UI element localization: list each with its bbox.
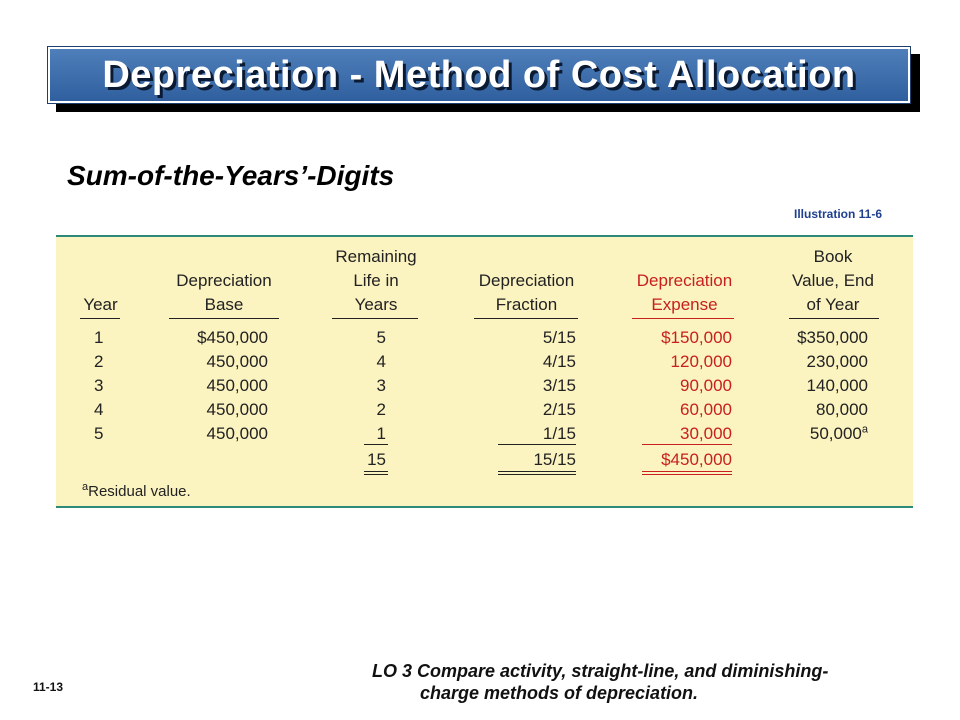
depreciation-table: Year Depreciation Base Remaining Life in… (56, 235, 913, 508)
total-expense: $450,000 (661, 450, 732, 469)
total-fraction: 15/15 (533, 450, 576, 469)
cell-fraction: 1/15 (542, 424, 576, 443)
fraction-double-rule (498, 471, 576, 475)
life-total-rule (364, 444, 388, 445)
learning-objective: LO 3 Compare activity, straight-line, an… (372, 660, 828, 704)
cell-fraction: 4/15 (542, 352, 576, 371)
cell-fraction: 5/15 (542, 328, 576, 347)
cell-base: 450,000 (206, 352, 268, 371)
expense-double-rule (642, 471, 732, 475)
cell-year: 3 (94, 376, 104, 395)
footnote-text: Residual value. (88, 483, 191, 500)
header-expense-line: Depreciation (636, 271, 733, 290)
header-book-line: of Year (806, 295, 860, 314)
header-book-underline (789, 318, 879, 319)
header-base-underline (169, 318, 279, 319)
header-life-line: Remaining (335, 247, 417, 266)
cell-life: 1 (376, 424, 386, 443)
header-book: Book Value, End of Year (778, 245, 888, 317)
cell-expense: 120,000 (670, 352, 732, 371)
header-year: Year (78, 293, 123, 317)
cell-expense: 60,000 (680, 400, 732, 419)
lo-line-2: charge methods of depreciation. (420, 683, 699, 703)
cell-base: 450,000 (206, 376, 268, 395)
cell-fraction: 3/15 (542, 376, 576, 395)
footnote-mark: a (82, 481, 89, 493)
illustration-label: Illustration 11-6 (794, 207, 883, 221)
cell-year: 1 (94, 328, 104, 347)
cell-life: 3 (376, 376, 386, 395)
cell-year: 4 (94, 400, 104, 419)
header-life-underline (332, 318, 418, 319)
cell-base: 450,000 (206, 424, 268, 443)
cell-base: 450,000 (206, 400, 268, 419)
cell-book: 140,000 (806, 376, 868, 395)
life-double-rule (364, 471, 388, 475)
fraction-total-rule (498, 444, 576, 445)
header-life-line: Life in (353, 271, 399, 290)
cell-life: 5 (376, 328, 386, 347)
header-base-line: Base (204, 295, 244, 314)
total-life: 15 (367, 450, 386, 469)
cell-book: 230,000 (806, 352, 868, 371)
slide-number: 11-13 (33, 680, 64, 694)
header-expense-underline (632, 318, 734, 319)
slide-title: Depreciation - Method of Cost Allocation (102, 53, 856, 96)
footnote-marker: a (861, 423, 868, 436)
header-fraction-underline (474, 318, 578, 319)
cell-year: 2 (94, 352, 104, 371)
header-expense: Depreciation Expense (622, 269, 747, 317)
header-book-line: Value, End (792, 271, 874, 290)
cell-book: $350,000 (797, 328, 868, 347)
cell-book: 50,000a (768, 422, 868, 446)
cell-book: 80,000 (816, 400, 868, 419)
lo-line-1: LO 3 Compare activity, straight-line, an… (372, 661, 829, 681)
header-expense-line: Expense (651, 295, 718, 314)
cell-expense: 90,000 (680, 376, 732, 395)
header-fraction: Depreciation Fraction (464, 269, 589, 317)
title-banner: Depreciation - Method of Cost Allocation (48, 47, 910, 103)
header-fraction-line: Depreciation (478, 271, 575, 290)
expense-total-rule (642, 444, 732, 445)
footnote: aResidual value. (82, 480, 191, 504)
cell-base: $450,000 (197, 328, 268, 347)
header-base: Depreciation Base (164, 269, 284, 317)
header-year-line: Year (83, 295, 118, 314)
subtitle: Sum-of-the-Years’-Digits (67, 160, 395, 191)
header-base-line: Depreciation (176, 271, 272, 290)
cell-expense: 30,000 (680, 424, 732, 443)
cell-year: 5 (94, 424, 104, 443)
header-life-line: Years (354, 295, 398, 314)
cell-fraction: 2/15 (542, 400, 576, 419)
cell-book-value: 50,000 (809, 424, 862, 443)
header-fraction-line: Fraction (495, 295, 558, 314)
header-life: Remaining Life in Years (326, 245, 426, 317)
cell-life: 2 (376, 400, 386, 419)
header-year-underline (80, 318, 120, 319)
header-book-line: Book (813, 247, 853, 266)
cell-life: 4 (376, 352, 386, 371)
cell-expense: $150,000 (661, 328, 732, 347)
